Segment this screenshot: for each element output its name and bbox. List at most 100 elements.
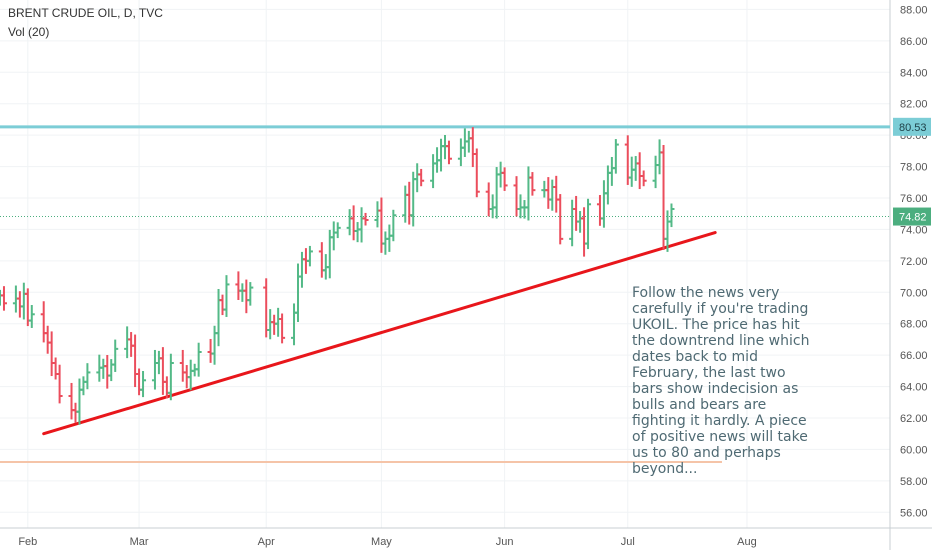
ohlc-bar bbox=[628, 156, 635, 187]
ohlc-bar bbox=[553, 175, 560, 213]
ohlc-bar bbox=[318, 242, 325, 278]
ohlc-bar bbox=[430, 154, 437, 189]
ohlc-bar bbox=[271, 314, 278, 335]
ohlc-bar bbox=[549, 179, 556, 211]
ohlc-bar bbox=[247, 282, 254, 306]
ohlc-bar bbox=[72, 402, 79, 423]
x-tick-label-6: Aug bbox=[737, 536, 757, 548]
ohlc-bar bbox=[557, 194, 564, 245]
x-tick-label-4: Jun bbox=[496, 536, 514, 548]
ohlc-bar bbox=[362, 212, 369, 226]
ohlc-bar bbox=[414, 163, 421, 193]
ohlc-bar bbox=[358, 207, 365, 243]
ohlc-bar bbox=[100, 358, 107, 379]
ohlc-bar bbox=[211, 325, 218, 365]
ohlc-bar bbox=[501, 167, 508, 191]
trendline bbox=[42, 231, 717, 436]
ohlc-bar bbox=[497, 161, 504, 188]
x-tick-label-1: Mar bbox=[130, 536, 149, 548]
ohlc-bar bbox=[521, 200, 528, 219]
ohlc-bar bbox=[604, 165, 611, 205]
ohlc-bar bbox=[402, 185, 409, 223]
ohlc-bar bbox=[128, 332, 135, 357]
ohlc-bar bbox=[585, 198, 592, 250]
y-tick-label-0: 56.00 bbox=[900, 507, 928, 519]
ohlc-bar bbox=[68, 382, 75, 420]
ohlc-bar bbox=[80, 376, 87, 396]
ohlc-bar bbox=[386, 224, 393, 252]
ohlc-bar bbox=[263, 278, 270, 338]
y-tick-label-7: 70.00 bbox=[900, 287, 928, 299]
ohlc-bar bbox=[636, 152, 643, 190]
volume-indicator-label[interactable]: Vol (20) bbox=[8, 25, 50, 39]
ohlc-bar bbox=[108, 359, 115, 382]
ohlc-bar bbox=[306, 245, 313, 267]
x-tick-label-0: Feb bbox=[18, 536, 37, 548]
ohlc-bar bbox=[52, 357, 59, 380]
ohlc-bar bbox=[374, 201, 381, 228]
ohlc-bar bbox=[596, 195, 603, 226]
ohlc-bar bbox=[20, 282, 27, 320]
ohlc-bar bbox=[418, 168, 425, 187]
ohlc-bar bbox=[215, 288, 222, 347]
ohlc-bar bbox=[291, 303, 298, 346]
ohlc-bar bbox=[219, 294, 226, 316]
y-tick-label-5: 66.00 bbox=[900, 350, 928, 362]
x-tick-label-3: May bbox=[371, 536, 392, 548]
ohlc-bar bbox=[167, 353, 174, 401]
ohlc-bar bbox=[187, 359, 194, 391]
ohlc-bar bbox=[485, 182, 492, 217]
ohlc-bar bbox=[465, 130, 472, 153]
y-tick-label-15: 86.00 bbox=[900, 36, 928, 48]
ohlc-bar bbox=[406, 181, 413, 225]
ohlc-bar bbox=[112, 339, 119, 372]
x-tick-label-5: Jul bbox=[621, 536, 635, 548]
ohlc-bar bbox=[243, 279, 250, 314]
ohlc-bar bbox=[612, 139, 619, 174]
ohlc-bar bbox=[40, 301, 47, 343]
y-tick-label-2: 60.00 bbox=[900, 444, 928, 456]
ohlc-bar bbox=[581, 207, 588, 257]
ohlc-bar bbox=[235, 271, 242, 300]
ohlc-bar bbox=[275, 307, 282, 337]
y-tick-label-11: 78.00 bbox=[900, 162, 928, 174]
ohlc-bar bbox=[151, 349, 158, 390]
ohlc-bar bbox=[461, 128, 468, 157]
y-tick-label-6: 68.00 bbox=[900, 319, 928, 331]
ohlc-bar bbox=[354, 222, 361, 243]
y-tick-label-8: 72.00 bbox=[900, 256, 928, 268]
ohlc-bar bbox=[159, 347, 166, 395]
ohlc-bar bbox=[656, 139, 663, 175]
ohlc-bar bbox=[136, 368, 143, 396]
y-tick-label-9: 74.00 bbox=[900, 224, 928, 236]
ohlc-bar bbox=[350, 205, 357, 241]
ohlc-bar bbox=[298, 251, 305, 288]
ohlc-bar bbox=[668, 203, 675, 228]
ohlc-bar bbox=[445, 140, 452, 165]
ohlc-bar bbox=[132, 334, 139, 388]
ohlc-bar bbox=[513, 176, 520, 217]
ohlc-bar bbox=[346, 209, 353, 236]
y-tick-label-3: 62.00 bbox=[900, 413, 928, 425]
ohlc-bar bbox=[632, 156, 639, 181]
last-price-label: 74.82 bbox=[899, 212, 927, 224]
ohlc-bar bbox=[525, 166, 532, 221]
ohlc-bar bbox=[469, 127, 476, 168]
ohlc-bar bbox=[330, 221, 337, 251]
ohlc-bar bbox=[124, 326, 131, 359]
ohlc-bar bbox=[390, 209, 397, 242]
resistance-price-badge bbox=[893, 117, 931, 136]
ohlc-bar bbox=[382, 231, 389, 255]
ohlc-bar bbox=[652, 155, 659, 189]
ohlc-bar bbox=[84, 363, 91, 390]
y-tick-label-1: 58.00 bbox=[900, 476, 928, 488]
ohlc-bar bbox=[207, 338, 214, 363]
ohlc-bar bbox=[569, 199, 576, 247]
ohlc-bar bbox=[44, 325, 51, 354]
ohlc-bar bbox=[56, 364, 63, 404]
ohlc-bar bbox=[223, 275, 230, 317]
ohlc-bar bbox=[195, 342, 202, 377]
y-tick-label-16: 88.00 bbox=[900, 4, 928, 16]
